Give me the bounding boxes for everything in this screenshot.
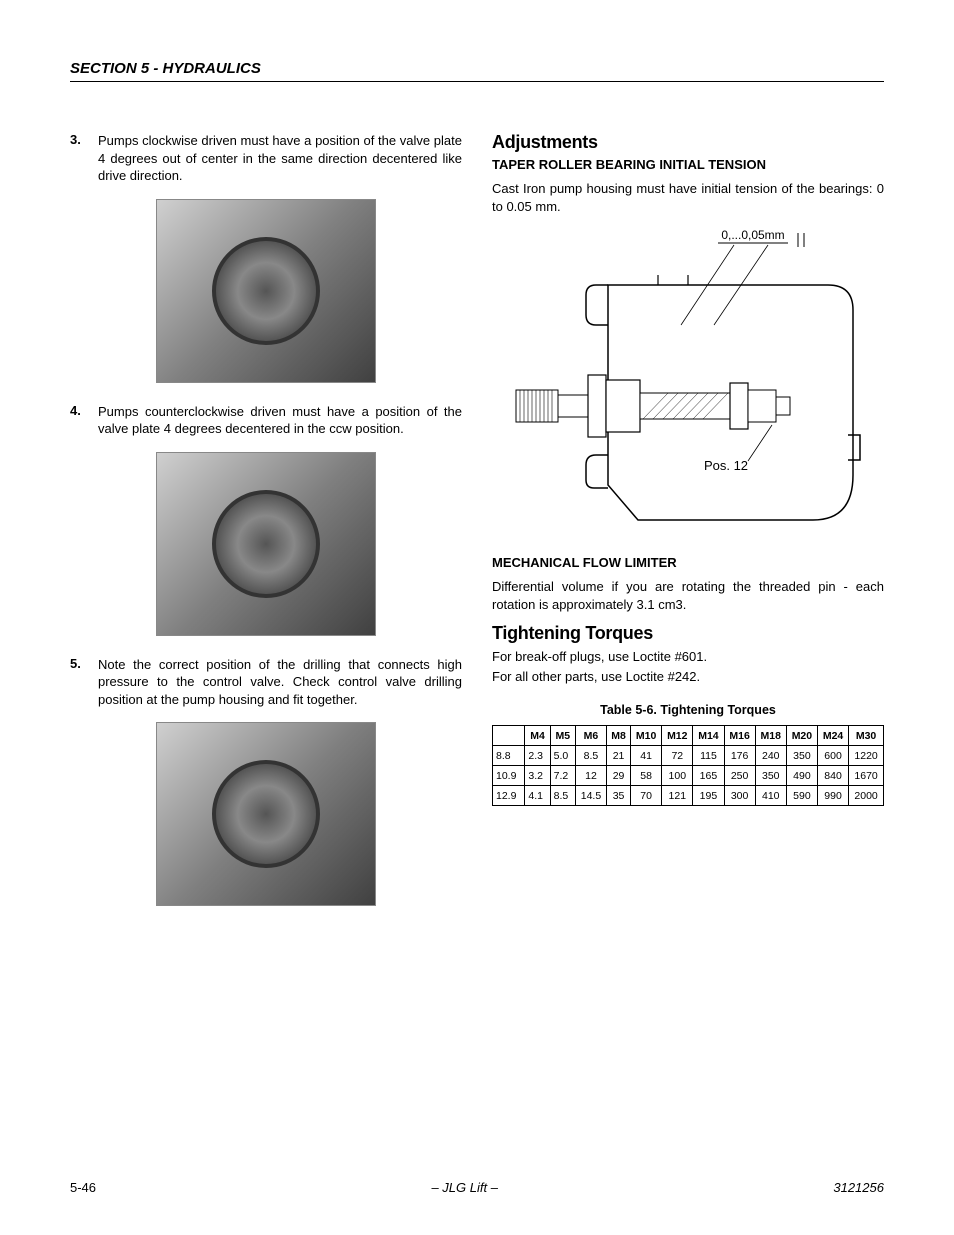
table-cell: 8.5 xyxy=(550,786,575,806)
table-row: 8.8 2.3 5.0 8.5 21 41 72 115 176 240 350… xyxy=(493,746,884,766)
table-cell: 490 xyxy=(786,766,817,786)
footer-center-text: – JLG Lift – xyxy=(431,1180,497,1195)
table-cell: 2.3 xyxy=(525,746,550,766)
table-header-cell: M24 xyxy=(817,726,848,746)
table-cell: 990 xyxy=(817,786,848,806)
table-cell: 350 xyxy=(755,766,786,786)
diagram-pos-label: Pos. 12 xyxy=(704,458,748,473)
table-cell: 250 xyxy=(724,766,755,786)
table-row: 10.9 3.2 7.2 12 29 58 100 165 250 350 49… xyxy=(493,766,884,786)
footer-page-number: 5-46 xyxy=(70,1180,96,1195)
list-text: Pumps clockwise driven must have a posit… xyxy=(98,132,462,185)
table-cell: 240 xyxy=(755,746,786,766)
footer-doc-number: 3121256 xyxy=(833,1180,884,1195)
section-header: SECTION 5 - HYDRAULICS xyxy=(70,60,884,82)
list-item-5: 5. Note the correct position of the dril… xyxy=(70,656,462,709)
table-cell: 410 xyxy=(755,786,786,806)
table-cell: 8.5 xyxy=(575,746,606,766)
table-header-cell: M10 xyxy=(631,726,662,746)
table-header-cell: M6 xyxy=(575,726,606,746)
table-cell: 350 xyxy=(786,746,817,766)
list-number: 4. xyxy=(70,403,98,438)
table-header-cell: M8 xyxy=(607,726,631,746)
table-cell: 29 xyxy=(607,766,631,786)
table-header-cell: M12 xyxy=(662,726,693,746)
table-header-cell: M20 xyxy=(786,726,817,746)
list-text: Note the correct position of the drillin… xyxy=(98,656,462,709)
table-header-cell: M18 xyxy=(755,726,786,746)
table-cell: 3.2 xyxy=(525,766,550,786)
table-cell: 840 xyxy=(817,766,848,786)
table-cell: 12 xyxy=(575,766,606,786)
table-cell: 590 xyxy=(786,786,817,806)
table-cell: 121 xyxy=(662,786,693,806)
taper-paragraph: Cast Iron pump housing must have initial… xyxy=(492,180,884,215)
table-header-cell: M4 xyxy=(525,726,550,746)
table-cell: 2000 xyxy=(849,786,884,806)
table-cell: 8.8 xyxy=(493,746,525,766)
table-cell: 10.9 xyxy=(493,766,525,786)
adjustments-heading: Adjustments xyxy=(492,132,884,153)
table-cell: 58 xyxy=(631,766,662,786)
table-header-row: M4 M5 M6 M8 M10 M12 M14 M16 M18 M20 M24 … xyxy=(493,726,884,746)
table-cell: 165 xyxy=(693,766,724,786)
table-cell: 1220 xyxy=(849,746,884,766)
pump-photo-2 xyxy=(156,452,376,636)
table-cell: 72 xyxy=(662,746,693,766)
table-cell: 7.2 xyxy=(550,766,575,786)
table-header-cell xyxy=(493,726,525,746)
table-cell: 21 xyxy=(607,746,631,766)
flow-limiter-heading: MECHANICAL FLOW LIMITER xyxy=(492,555,884,570)
table-cell: 100 xyxy=(662,766,693,786)
table-caption: Table 5-6. Tightening Torques xyxy=(492,703,884,717)
table-cell: 12.9 xyxy=(493,786,525,806)
torques-heading: Tightening Torques xyxy=(492,623,884,644)
table-header-cell: M14 xyxy=(693,726,724,746)
table-cell: 176 xyxy=(724,746,755,766)
list-item-3: 3. Pumps clockwise driven must have a po… xyxy=(70,132,462,185)
table-cell: 1670 xyxy=(849,766,884,786)
torques-note-2: For all other parts, use Loctite #242. xyxy=(492,668,884,686)
diagram-top-label: 0,...0,05mm xyxy=(721,228,784,242)
table-cell: 5.0 xyxy=(550,746,575,766)
torques-note-1: For break-off plugs, use Loctite #601. xyxy=(492,648,884,666)
pump-photo-3 xyxy=(156,722,376,906)
table-cell: 300 xyxy=(724,786,755,806)
table-row: 12.9 4.1 8.5 14.5 35 70 121 195 300 410 … xyxy=(493,786,884,806)
table-cell: 35 xyxy=(607,786,631,806)
left-column: 3. Pumps clockwise driven must have a po… xyxy=(70,132,462,926)
table-header-cell: M30 xyxy=(849,726,884,746)
flow-limiter-paragraph: Differential volume if you are rotating … xyxy=(492,578,884,613)
right-column: Adjustments TAPER ROLLER BEARING INITIAL… xyxy=(492,132,884,926)
table-cell: 600 xyxy=(817,746,848,766)
table-cell: 115 xyxy=(693,746,724,766)
table-cell: 4.1 xyxy=(525,786,550,806)
table-cell: 195 xyxy=(693,786,724,806)
table-cell: 70 xyxy=(631,786,662,806)
table-cell: 41 xyxy=(631,746,662,766)
page-footer: 5-46 – JLG Lift – 3121256 xyxy=(70,1180,884,1195)
bearing-diagram: 0,...0,05mm xyxy=(508,225,868,535)
table-cell: 14.5 xyxy=(575,786,606,806)
shaft-spline-icon xyxy=(516,390,558,422)
pump-photo-1 xyxy=(156,199,376,383)
torque-table: M4 M5 M6 M8 M10 M12 M14 M16 M18 M20 M24 … xyxy=(492,725,884,806)
content-columns: 3. Pumps clockwise driven must have a po… xyxy=(70,132,884,926)
list-number: 3. xyxy=(70,132,98,185)
table-header-cell: M5 xyxy=(550,726,575,746)
list-number: 5. xyxy=(70,656,98,709)
list-item-4: 4. Pumps counterclockwise driven must ha… xyxy=(70,403,462,438)
table-header-cell: M16 xyxy=(724,726,755,746)
taper-subheading: TAPER ROLLER BEARING INITIAL TENSION xyxy=(492,157,884,172)
list-text: Pumps counterclockwise driven must have … xyxy=(98,403,462,438)
